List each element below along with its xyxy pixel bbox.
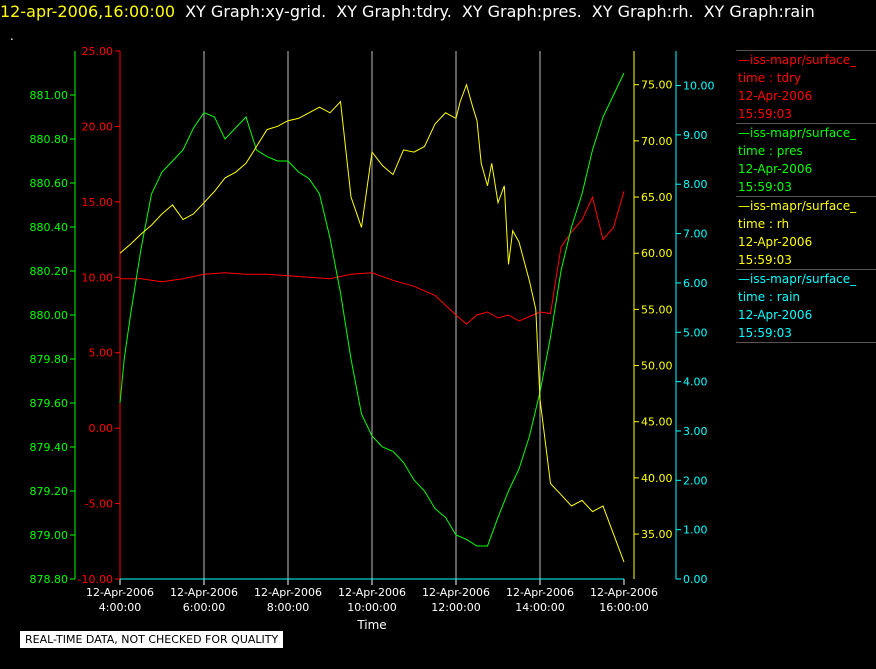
- rain-tick-label: 6.00: [683, 277, 708, 290]
- pres-tick-label: 879.20: [30, 485, 69, 498]
- status-dot: .: [10, 29, 14, 43]
- legend-series-name: —iss-mapr/surface_: [738, 199, 857, 213]
- graph-label-pres: XY Graph:pres.: [461, 2, 582, 21]
- legend-series-var: time : rh: [738, 217, 790, 231]
- rain-tick-label: 4.00: [683, 376, 708, 389]
- legend-series-time: 15:59:03: [738, 253, 792, 267]
- rh-tick-label: 60.00: [641, 247, 673, 260]
- tdry-tick-label: 10.00: [82, 271, 114, 284]
- legend-series-var: time : tdry: [738, 71, 802, 85]
- x-tick-label: 4:00:00: [99, 601, 141, 614]
- graph-label-tdry: XY Graph:tdry.: [336, 2, 452, 21]
- timestamp: 12-apr-2006,16:00:00: [0, 2, 176, 21]
- x-tick-label: 12-Apr-2006: [422, 586, 490, 599]
- rain-tick-label: 7.00: [683, 228, 708, 241]
- pres-tick-label: 879.60: [30, 397, 69, 410]
- legend-series-name: —iss-mapr/surface_: [738, 53, 857, 67]
- legend-series-time: 15:59:03: [738, 180, 792, 194]
- pres-tick-label: 880.60: [30, 177, 69, 190]
- tdry-tick-label: 0.00: [89, 422, 114, 435]
- legend-series-time: 15:59:03: [738, 326, 792, 340]
- legend-series-date: 12-Apr-2006: [738, 162, 813, 176]
- pres-tick-label: 880.20: [30, 265, 69, 278]
- rain-tick-label: 2.00: [683, 474, 708, 487]
- legend-entry-tdry: —iss-mapr/surface_ time : tdry 12-Apr-20…: [736, 50, 876, 123]
- rain-tick-label: 3.00: [683, 425, 708, 438]
- legend: —iss-mapr/surface_ time : tdry 12-Apr-20…: [736, 50, 876, 343]
- x-tick-label: 12-Apr-2006: [338, 586, 406, 599]
- pres-tick-label: 879.00: [30, 529, 69, 542]
- rain-tick-label: 10.00: [683, 80, 715, 93]
- rh-tick-label: 40.00: [641, 472, 673, 485]
- x-tick-label: 14:00:00: [515, 601, 564, 614]
- rain-tick-label: 0.00: [683, 573, 708, 586]
- legend-series-date: 12-Apr-2006: [738, 235, 813, 249]
- tdry-tick-label: 25.00: [82, 45, 114, 58]
- graph-label-rh: XY Graph:rh.: [591, 2, 694, 21]
- legend-series-name: —iss-mapr/surface_: [738, 126, 857, 140]
- x-tick-label: 12-Apr-2006: [86, 586, 154, 599]
- tdry-tick-label: -10.00: [78, 573, 113, 586]
- series-line-tdry: [120, 191, 625, 325]
- tdry-tick-label: 5.00: [89, 347, 114, 360]
- legend-series-var: time : rain: [738, 290, 801, 304]
- rh-tick-label: 75.00: [641, 79, 673, 92]
- legend-entry-rh: —iss-mapr/surface_ time : rh 12-Apr-2006…: [736, 196, 876, 269]
- x-tick-label: 10:00:00: [347, 601, 396, 614]
- pres-tick-label: 879.40: [30, 441, 69, 454]
- data-quality-notice: REAL-TIME DATA, NOT CHECKED FOR QUALITY: [20, 631, 284, 648]
- x-tick-label: 12-Apr-2006: [170, 586, 238, 599]
- legend-series-date: 12-Apr-2006: [738, 89, 813, 103]
- legend-series-time: 15:59:03: [738, 107, 792, 121]
- pres-tick-label: 880.80: [30, 133, 69, 146]
- rh-tick-label: 45.00: [641, 416, 673, 429]
- pres-tick-label: 880.40: [30, 221, 69, 234]
- x-tick-label: 16:00:00: [599, 601, 648, 614]
- rh-tick-label: 35.00: [641, 528, 673, 541]
- title-bar: 12-apr-2006,16:00:00 XY Graph:xy-grid. XY …: [0, 2, 815, 24]
- rain-tick-label: 8.00: [683, 178, 708, 191]
- series-line-rh: [119, 83, 625, 563]
- rh-tick-label: 65.00: [641, 191, 673, 204]
- x-tick-label: 12-Apr-2006: [254, 586, 322, 599]
- x-axis-title: Time: [356, 618, 386, 632]
- x-tick-label: 12:00:00: [431, 601, 480, 614]
- tdry-tick-label: -5.00: [85, 498, 113, 511]
- pres-tick-label: 878.80: [30, 573, 69, 586]
- legend-entry-pres: —iss-mapr/surface_ time : pres 12-Apr-20…: [736, 123, 876, 196]
- series-line-pres: [119, 72, 625, 547]
- x-tick-label: 12-Apr-2006: [506, 586, 574, 599]
- rh-tick-label: 70.00: [641, 135, 673, 148]
- rh-tick-label: 55.00: [641, 303, 673, 316]
- graph-label-xy-grid: XY Graph:xy-grid.: [185, 2, 327, 21]
- tdry-tick-label: 15.00: [82, 196, 114, 209]
- rain-tick-label: 1.00: [683, 524, 708, 537]
- tdry-tick-label: 20.00: [82, 120, 114, 133]
- legend-series-name: —iss-mapr/surface_: [738, 272, 857, 286]
- legend-series-date: 12-Apr-2006: [738, 308, 813, 322]
- rain-tick-label: 9.00: [683, 129, 708, 142]
- legend-entry-rain: —iss-mapr/surface_ time : rain 12-Apr-20…: [736, 269, 876, 343]
- x-tick-label: 6:00:00: [183, 601, 225, 614]
- pres-tick-label: 879.80: [30, 353, 69, 366]
- x-tick-label: 12-Apr-2006: [590, 586, 658, 599]
- legend-series-var: time : pres: [738, 144, 803, 158]
- pres-tick-label: 880.00: [30, 309, 69, 322]
- rh-tick-label: 50.00: [641, 360, 673, 373]
- rain-tick-label: 5.00: [683, 326, 708, 339]
- x-tick-label: 8:00:00: [267, 601, 309, 614]
- graph-label-rain: XY Graph:rain: [703, 2, 815, 21]
- pres-tick-label: 881.00: [30, 89, 69, 102]
